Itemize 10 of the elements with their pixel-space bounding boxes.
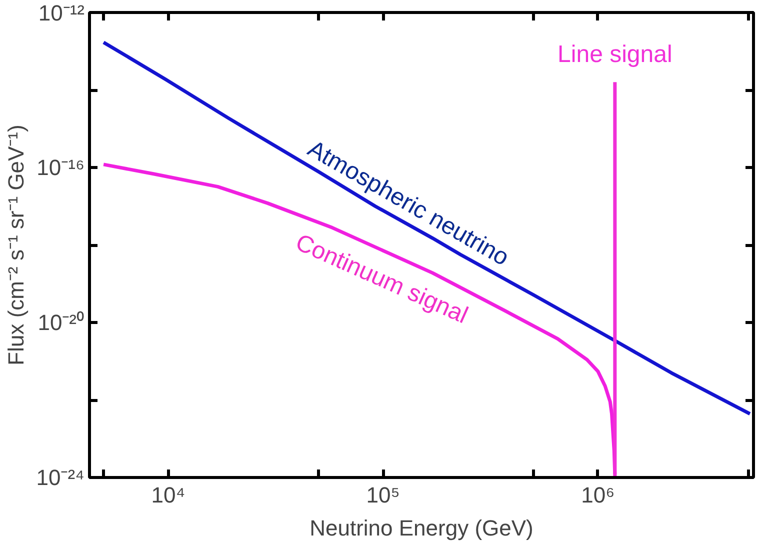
x-axis-title: Neutrino Energy (GeV) (310, 516, 534, 540)
x-tick-label: 10⁵ (366, 482, 400, 508)
y-tick-label: 10⁻¹² (38, 0, 84, 26)
y-axis-title: Flux (cm⁻² s⁻¹ sr⁻¹ GeV⁻¹) (3, 124, 28, 366)
x-tick-label: 10⁴ (151, 482, 186, 508)
y-tick-label: 10⁻²⁰ (38, 310, 84, 335)
series-label: Line signal (558, 41, 672, 68)
x-tick-label: 10⁶ (581, 482, 615, 508)
y-tick-label: 10⁻¹⁶ (36, 155, 85, 180)
y-tick-label: 10⁻²⁴ (36, 465, 84, 490)
